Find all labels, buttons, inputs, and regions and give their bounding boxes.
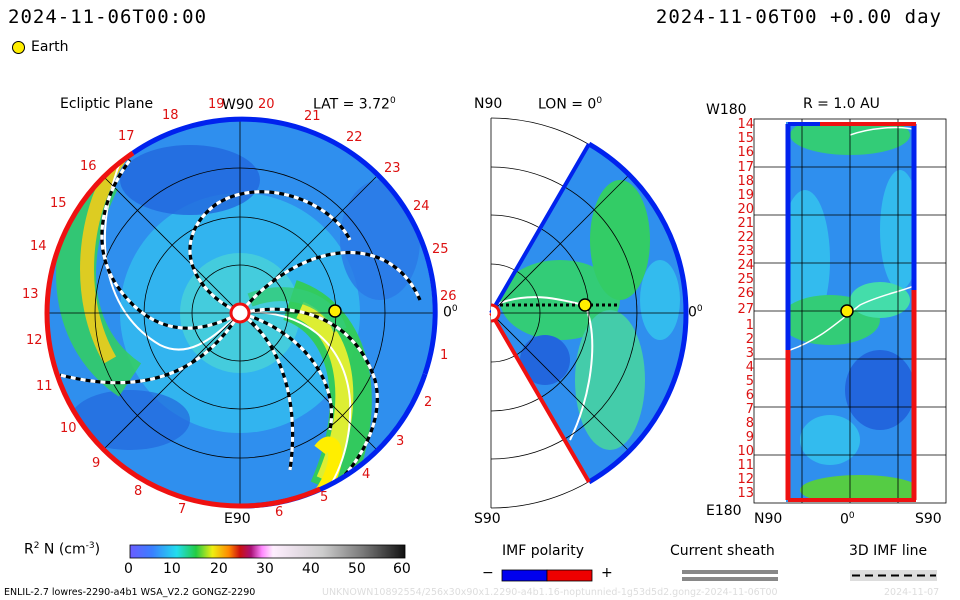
radial-bottom-n: N90 xyxy=(754,511,783,527)
meridional-bottom-label: S90 xyxy=(474,511,501,527)
imf-plus-label: + xyxy=(601,565,613,581)
imf-line-title: 3D IMF line xyxy=(849,543,928,559)
earth-marker-meridional xyxy=(578,298,592,312)
imf-polarity-title: IMF polarity xyxy=(502,543,585,559)
ecliptic-plane-panel xyxy=(44,116,438,509)
imf-minus-label: − xyxy=(482,565,494,581)
radial-bottom-left-label: E180 xyxy=(706,503,742,519)
ecliptic-title: Ecliptic Plane xyxy=(60,96,154,112)
run-date-stub: 2024-11-07 xyxy=(884,587,940,598)
ecliptic-right-label: 00 xyxy=(443,304,458,321)
datetime-right: 2024-11-06T00 +0.00 day xyxy=(655,6,942,28)
meridional-lon-label: LON = 00 xyxy=(538,96,603,113)
current-sheath-title: Current sheath xyxy=(670,543,775,559)
radial-top-left-label: W180 xyxy=(706,102,747,118)
meridional-top-label: N90 xyxy=(474,96,503,112)
earth-legend-icon xyxy=(12,41,25,54)
ecliptic-top-label: W90 xyxy=(222,97,254,113)
earth-marker-radial xyxy=(840,304,854,318)
meridional-plane-panel xyxy=(489,117,689,509)
radial-bottom-s: S90 xyxy=(915,511,942,527)
earth-legend-label: Earth xyxy=(31,39,69,55)
ecliptic-lat-label: LAT = 3.720 xyxy=(313,96,396,113)
colorbar-label: R2 N (cm-3) xyxy=(24,541,101,558)
imf-negative-swatch xyxy=(501,569,548,582)
imf-positive-swatch xyxy=(546,569,593,582)
run-id: UNKNOWN10892554/256x30x90x1.2290-a4b1.16… xyxy=(322,587,778,598)
model-info: ENLIL-2.7 lowres-2290-a4b1 WSA_V2.2 GONG… xyxy=(4,587,256,598)
meridional-right-label: 00 xyxy=(688,304,703,321)
density-colorbar xyxy=(129,544,406,559)
datetime-left: 2024-11-06T00:00 xyxy=(8,6,208,28)
earth-marker-ecliptic xyxy=(328,304,342,318)
radial-map-panel xyxy=(753,118,947,504)
current-sheath-swatch xyxy=(682,570,778,574)
radial-bottom-mid: 00 xyxy=(840,511,855,528)
ecliptic-bottom-label: E90 xyxy=(224,511,251,527)
radial-title: R = 1.0 AU xyxy=(803,96,880,112)
